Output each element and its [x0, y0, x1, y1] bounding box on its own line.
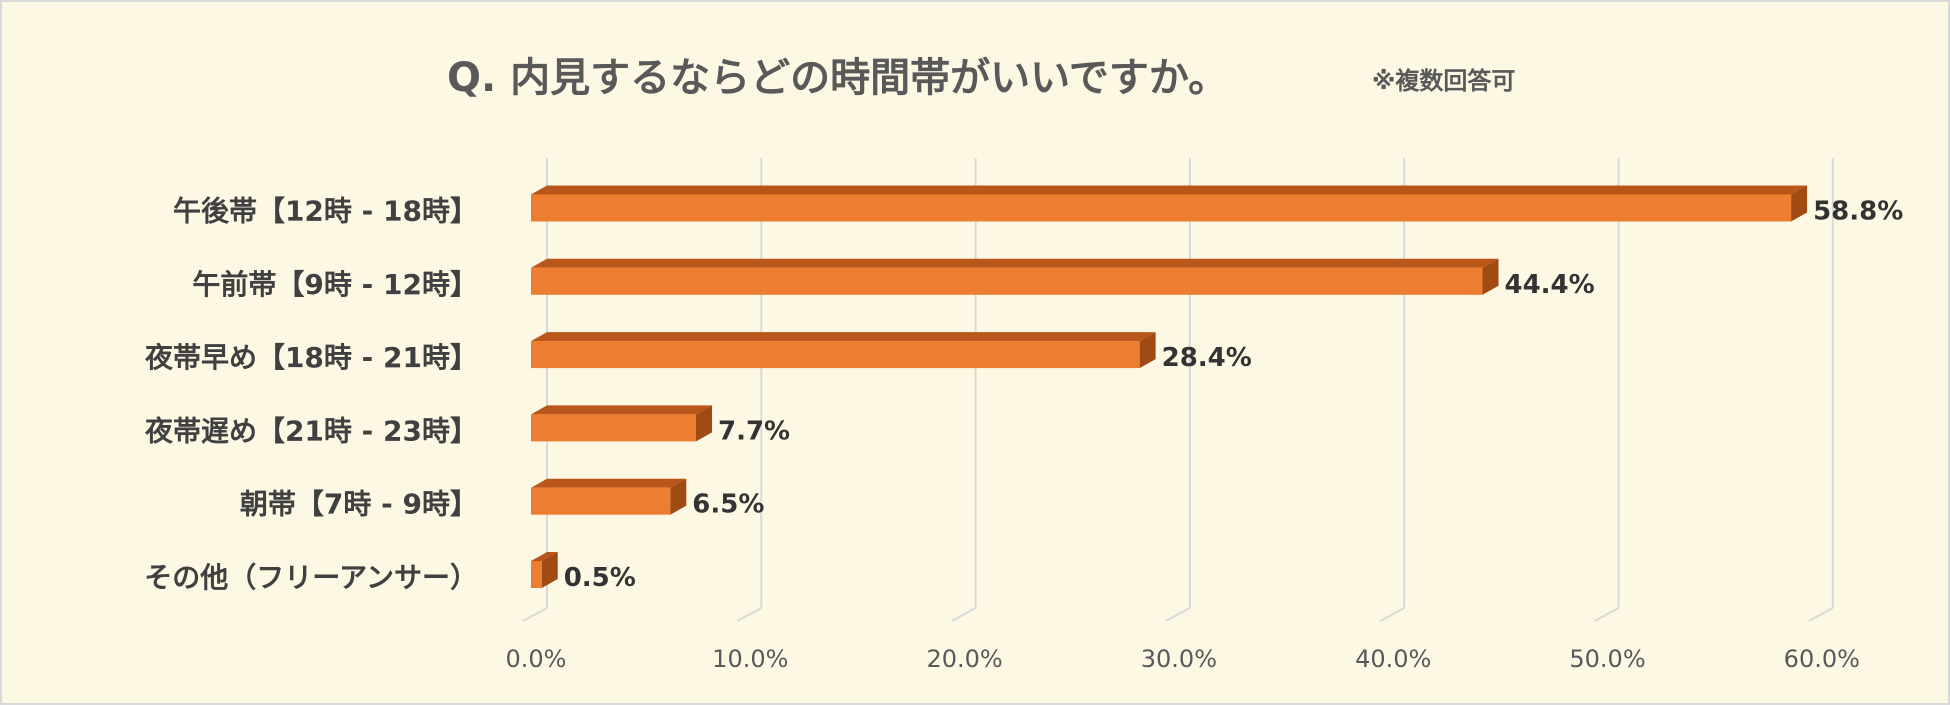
bar-side-face [696, 405, 713, 442]
bar-top-face [531, 552, 558, 561]
data-label: 58.8% [1813, 197, 1903, 227]
gridline-floor [736, 607, 762, 622]
bar [531, 487, 671, 515]
category-labels: 58.8% 午後帯【12時 - 18時】 44.4% 午前帯【9時 - 12時】 28.… [144, 195, 1903, 595]
bar-top-face [531, 478, 687, 488]
data-label: 28.4% [1162, 343, 1252, 373]
x-axis-ticks: 0.0% 10.0% 20.0% 30.0% 40.0% 50.0% 60.0% [506, 645, 1860, 673]
data-label: 6.5% [692, 490, 764, 520]
bar-side-face [1482, 258, 1499, 295]
data-label: 7.7% [718, 416, 790, 446]
gridline-floor [951, 607, 977, 622]
x-tick-label: 50.0% [1569, 645, 1645, 673]
bar-side-face [1791, 185, 1808, 222]
bar [531, 267, 1483, 295]
x-tick-label: 60.0% [1784, 645, 1860, 673]
gridline-floor [1594, 607, 1619, 622]
x-tick-label: 0.0% [506, 645, 567, 673]
x-tick-label: 40.0% [1355, 645, 1431, 673]
bar [531, 341, 1140, 369]
bar-side-face [1139, 332, 1156, 369]
gridline-floor [1808, 607, 1834, 622]
bar [531, 414, 697, 442]
category-label: 夜帯遅め【21時 - 23時】 [144, 414, 478, 447]
bar-top-face [531, 185, 1808, 195]
category-label: 午前帯【9時 - 12時】 [192, 268, 478, 301]
bar [531, 561, 542, 588]
bar [531, 194, 1792, 222]
bar-top-face [531, 405, 713, 415]
x-tick-label: 10.0% [712, 645, 788, 673]
chart-subtitle: ※複数回答可 [1372, 67, 1515, 95]
data-label: 44.4% [1504, 270, 1594, 300]
gridline-floor [522, 607, 548, 622]
bar-top-face [531, 332, 1156, 342]
category-label: 午後帯【12時 - 18時】 [173, 195, 478, 228]
bar-side-face [670, 478, 687, 515]
chart-title: Q. 内見するならどの時間帯がいいですか。 [447, 55, 1228, 101]
gridline-floor [1165, 607, 1191, 622]
gridline-floor [1379, 607, 1405, 622]
category-label: 夜帯早め【18時 - 21時】 [144, 341, 478, 374]
bar-top-face [531, 258, 1499, 268]
data-label: 0.5% [564, 563, 636, 593]
x-tick-label: 30.0% [1141, 645, 1217, 673]
category-label: 朝帯【7時 - 9時】 [240, 488, 478, 521]
x-tick-label: 20.0% [926, 645, 1002, 673]
gridlines [522, 158, 1834, 622]
bars [531, 185, 1808, 588]
category-label: その他（フリーアンサー） [144, 561, 478, 594]
bar-side-face [541, 552, 558, 588]
